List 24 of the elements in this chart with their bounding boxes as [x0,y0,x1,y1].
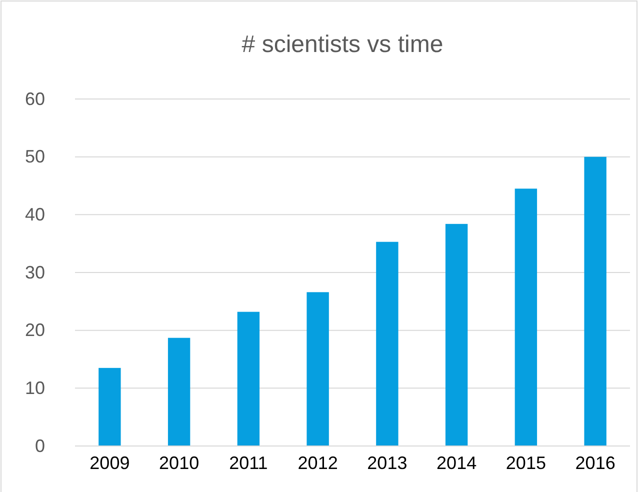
x-tick-label: 2009 [90,452,130,473]
y-tick-label: 30 [24,262,45,282]
bar [168,338,190,446]
y-tick-label: 0 [34,436,45,456]
x-tick-label: 2010 [159,452,200,473]
bar [237,312,260,446]
chart-title: # scientists vs time [242,31,444,58]
x-tick-label: 2013 [367,452,408,473]
x-tick-label: 2011 [229,452,268,473]
bar [306,292,329,446]
bar [514,188,538,446]
y-tick-label: 60 [24,88,45,109]
y-tick-label: 40 [24,204,45,224]
bar [376,242,398,446]
x-tick-label: 2016 [575,452,616,473]
y-tick-label: 20 [24,320,45,340]
y-tick-label: 10 [24,378,45,398]
x-tick-label: 2012 [298,452,338,473]
bar [445,224,468,446]
bar [98,368,121,446]
x-tick-label: 2014 [436,452,477,473]
y-tick-label: 50 [24,146,45,167]
x-tick-label: 2015 [506,452,546,473]
bar [584,156,606,446]
